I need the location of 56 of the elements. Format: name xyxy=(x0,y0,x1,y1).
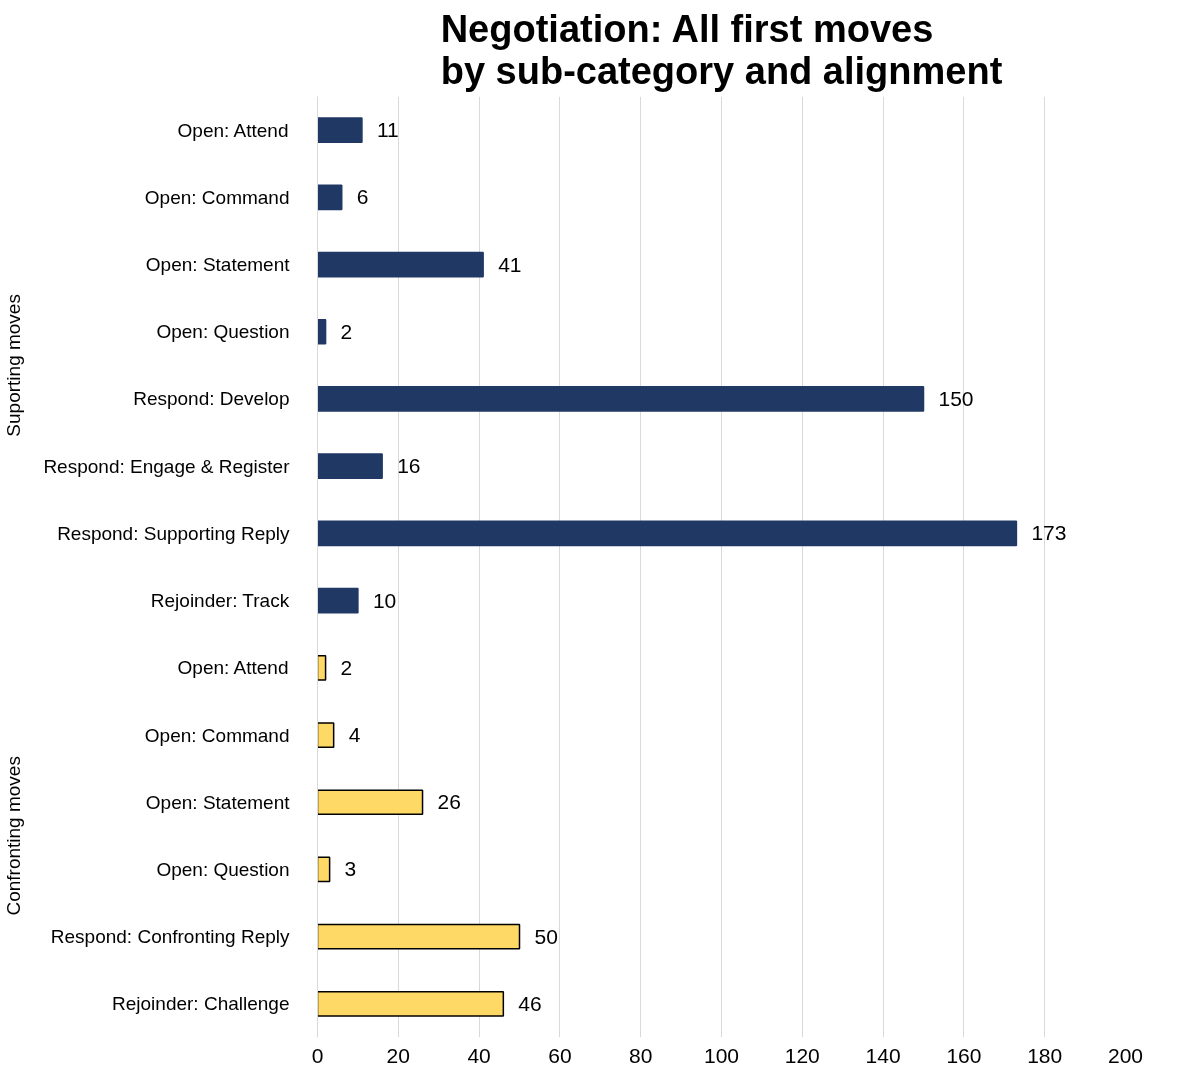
y-tick-label: Respond: Confronting Reply xyxy=(50,926,290,948)
bar xyxy=(317,856,331,883)
bar xyxy=(317,654,327,681)
y-tick-label: Open: Command xyxy=(144,186,290,208)
y-tick-label: Open: Statement xyxy=(145,254,291,276)
x-tick-label: 140 xyxy=(865,1043,901,1067)
x-tick-label: 160 xyxy=(946,1043,982,1067)
bar xyxy=(317,453,383,480)
x-tick-label: 180 xyxy=(1027,1043,1063,1067)
x-tick-label: 20 xyxy=(386,1043,410,1067)
data-label: 41 xyxy=(498,252,522,276)
chart-title: Negotiation: All first moves by sub-category and alignment xyxy=(440,7,1003,92)
data-label: 173 xyxy=(1031,521,1067,545)
data-label: 16 xyxy=(397,454,421,478)
data-label: 2 xyxy=(340,655,353,679)
y-tick-label: Rejoinder: Track xyxy=(150,590,290,612)
x-tick-label: 100 xyxy=(703,1043,740,1067)
y-tick-label: Open: Statement xyxy=(145,791,291,813)
x-tick-label: 200 xyxy=(1107,1043,1144,1067)
bar xyxy=(317,184,343,211)
data-label: 3 xyxy=(344,857,357,881)
data-label: 6 xyxy=(356,185,369,209)
x-tick-label: 60 xyxy=(548,1043,572,1067)
y-tick-label: Respond: Supporting Reply xyxy=(57,522,290,544)
y-tick-label: Rejoinder: Challenge xyxy=(112,993,290,1015)
x-tick-label: 40 xyxy=(467,1043,491,1067)
data-label: 11 xyxy=(376,118,399,142)
bar xyxy=(317,117,363,143)
bar xyxy=(317,722,335,748)
bar xyxy=(317,587,359,614)
y-tick-label: Open: Command xyxy=(144,724,290,746)
data-label: 26 xyxy=(437,790,461,814)
y-tick-label: Open: Attend xyxy=(177,119,289,141)
bar xyxy=(317,386,925,412)
y-tick-label: Open: Question xyxy=(156,321,290,343)
y-tick-label: Respond: Engage & Register xyxy=(43,455,291,477)
x-tick-label: 0 xyxy=(311,1043,324,1067)
bar xyxy=(317,520,1018,547)
data-label: 2 xyxy=(340,319,353,343)
bar xyxy=(317,789,424,816)
y-tick-label: Open: Attend xyxy=(177,657,289,679)
text: Confronting moves xyxy=(3,756,25,916)
x-tick-label: 120 xyxy=(784,1043,820,1067)
data-label: 10 xyxy=(372,588,397,612)
y-tick-label: Open: Question xyxy=(156,858,290,880)
data-label: 46 xyxy=(518,991,542,1015)
bar xyxy=(317,991,505,1017)
data-label: 50 xyxy=(534,924,558,948)
y-tick-label: Respond: Develop xyxy=(133,388,290,410)
data-label: 150 xyxy=(938,386,974,410)
x-tick-label: 80 xyxy=(629,1043,653,1067)
bar xyxy=(317,251,484,278)
bar xyxy=(317,318,327,345)
data-label: 4 xyxy=(348,723,361,747)
text: Suporting moves xyxy=(3,294,25,437)
bar xyxy=(317,923,521,950)
